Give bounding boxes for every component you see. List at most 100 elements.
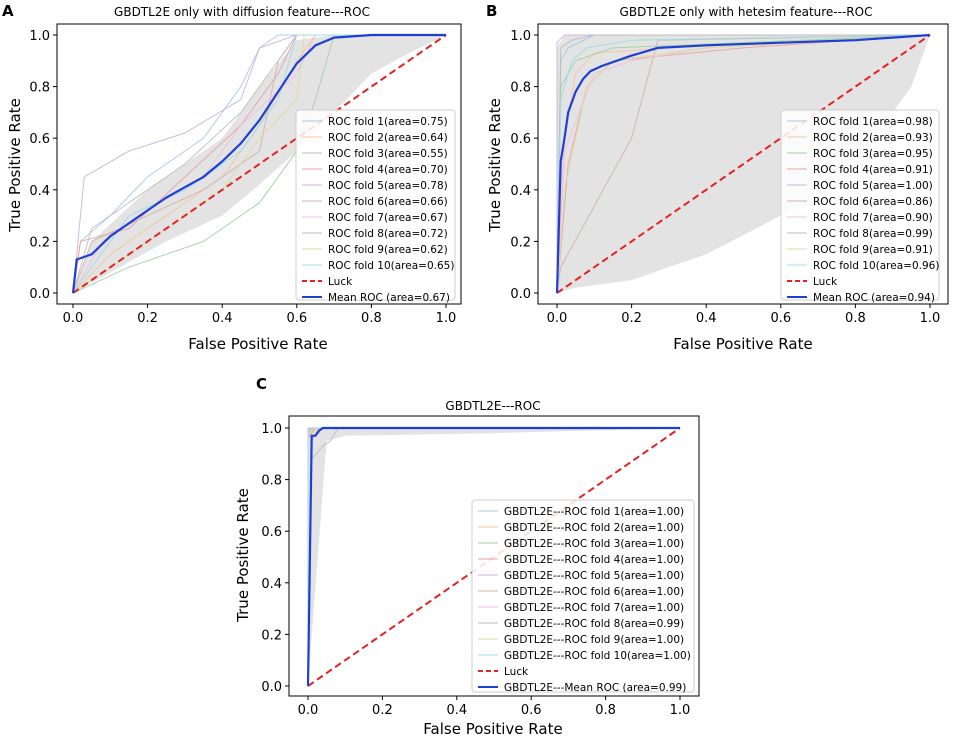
y-tick-label: 0.8 bbox=[510, 81, 531, 96]
legend-entry-label: ROC fold 4(area=0.70) bbox=[328, 164, 448, 176]
legend-entry-label: ROC fold 9(area=0.91) bbox=[813, 244, 933, 256]
x-tick-label: 0.8 bbox=[845, 311, 866, 326]
fold-line-8 bbox=[72, 34, 446, 294]
x-tick-label: 0.8 bbox=[361, 311, 382, 326]
fold-line-5 bbox=[72, 34, 446, 294]
legend-entry-label: GBDTL2E---ROC fold 10(area=1.00) bbox=[504, 650, 691, 662]
y-tick-label: 0.4 bbox=[29, 184, 50, 199]
mean-roc-line bbox=[555, 33, 931, 294]
legend-entry-label: GBDTL2E---ROC fold 8(area=0.99) bbox=[504, 618, 684, 630]
legend-entry-label: ROC fold 8(area=0.72) bbox=[328, 228, 448, 240]
legend-entry-label: ROC fold 8(area=0.99) bbox=[813, 228, 933, 240]
legend: GBDTL2E---ROC fold 1(area=1.00) GBDTL2E--… bbox=[471, 499, 695, 694]
x-tick-label: 0.0 bbox=[298, 703, 319, 718]
y-tick-label: 0.0 bbox=[261, 680, 282, 695]
y-tick-label: 0.4 bbox=[510, 184, 531, 199]
legend-entry-label: ROC fold 3(area=0.55) bbox=[328, 148, 448, 160]
fold-line-3 bbox=[72, 34, 446, 294]
legend-entry-label: GBDTL2E---ROC fold 7(area=1.00) bbox=[504, 602, 684, 614]
plot-frame bbox=[537, 23, 949, 305]
legend-box bbox=[471, 499, 695, 693]
y-tick-label: 0.6 bbox=[510, 132, 531, 147]
x-tick-label: 0.6 bbox=[286, 311, 307, 326]
y-tick-label: 0.6 bbox=[29, 132, 50, 147]
x-tick-label: 0.4 bbox=[446, 703, 467, 718]
legend-entry-label: ROC fold 1(area=0.75) bbox=[328, 116, 448, 128]
x-tick-label: 0.4 bbox=[212, 311, 233, 326]
x-tick-label: 1.0 bbox=[436, 311, 457, 326]
legend: ROC fold 1(area=0.98) ROC fold 2(area=0.9… bbox=[780, 109, 940, 304]
legend-entry-label: ROC fold 9(area=0.62) bbox=[328, 244, 448, 256]
legend-entry-label: GBDTL2E---ROC fold 9(area=1.00) bbox=[504, 634, 684, 646]
legend-entry-label: ROC fold 5(area=1.00) bbox=[813, 180, 933, 192]
panel-letter-b: B bbox=[486, 2, 497, 20]
y-tick-label: 0.4 bbox=[261, 577, 282, 592]
mean-roc-line bbox=[71, 33, 446, 294]
y-tick-label: 0.8 bbox=[261, 474, 282, 489]
plot-frame bbox=[288, 415, 700, 697]
legend-entry-label: GBDTL2E---ROC fold 5(area=1.00) bbox=[504, 570, 684, 582]
legend-entry-label: ROC fold 2(area=0.64) bbox=[328, 132, 448, 144]
y-tick-label: 0.2 bbox=[29, 235, 50, 250]
x-tick-label: 0.6 bbox=[521, 703, 542, 718]
y-tick-label: 0.0 bbox=[29, 287, 50, 302]
panel-c-ylabel: True Positive Rate bbox=[234, 488, 252, 623]
legend-entry-label: ROC fold 6(area=0.66) bbox=[328, 196, 448, 208]
x-tick-label: 0.6 bbox=[770, 311, 791, 326]
y-tick-label: 0.2 bbox=[261, 628, 282, 643]
y-tick-label: 0.6 bbox=[261, 525, 282, 540]
panel-c: C GBDTL2E---ROC False Positive Rate True… bbox=[234, 375, 700, 738]
legend-entry-label: ROC fold 6(area=0.86) bbox=[813, 196, 933, 208]
legend-entry-label: ROC fold 3(area=0.95) bbox=[813, 148, 933, 160]
panel-c-xlabel: False Positive Rate bbox=[423, 720, 562, 738]
legend-entry-label: GBDTL2E---ROC fold 1(area=1.00) bbox=[504, 506, 684, 518]
legend-entry-label: GBDTL2E---ROC fold 3(area=1.00) bbox=[504, 538, 684, 550]
legend-entry-label: ROC fold 1(area=0.98) bbox=[813, 116, 933, 128]
mean-roc-line bbox=[306, 426, 680, 687]
legend-entry-label: GBDTL2E---ROC fold 2(area=1.00) bbox=[504, 522, 684, 534]
panel-letter-a: A bbox=[2, 2, 14, 20]
x-tick-label: 0.4 bbox=[696, 311, 717, 326]
panel-a-xlabel: False Positive Rate bbox=[188, 335, 327, 353]
y-tick-label: 0.0 bbox=[510, 287, 531, 302]
panel-b-xlabel: False Positive Rate bbox=[673, 335, 812, 353]
legend-entry-label: GBDTL2E---Mean ROC (area=0.99) bbox=[504, 682, 686, 694]
legend-entry-label: ROC fold 7(area=0.90) bbox=[813, 212, 933, 224]
fold-line-9 bbox=[556, 34, 931, 294]
x-tick-label: 0.0 bbox=[63, 311, 84, 326]
x-tick-label: 0.2 bbox=[372, 703, 393, 718]
y-tick-label: 1.0 bbox=[510, 29, 531, 44]
legend-box bbox=[295, 109, 456, 301]
legend-entry-label: Luck bbox=[328, 276, 353, 288]
plot-frame bbox=[56, 23, 462, 305]
legend-entry-label: ROC fold 10(area=0.96) bbox=[813, 260, 939, 272]
panel-b-title: GBDTL2E only with hetesim feature---ROC bbox=[620, 5, 873, 19]
panel-a: A GBDTL2E only with diffusion feature---… bbox=[2, 2, 462, 353]
panel-a-ylabel: True Positive Rate bbox=[6, 98, 24, 233]
legend-entry-label: ROC fold 7(area=0.67) bbox=[328, 212, 448, 224]
legend-entry-label: GBDTL2E---ROC fold 4(area=1.00) bbox=[504, 554, 684, 566]
legend-box bbox=[780, 109, 940, 301]
x-tick-label: 1.0 bbox=[670, 703, 691, 718]
legend-entry-label: Mean ROC (area=0.67) bbox=[328, 292, 450, 304]
legend-entry-label: ROC fold 2(area=0.93) bbox=[813, 132, 933, 144]
y-tick-label: 0.8 bbox=[29, 81, 50, 96]
luck-line bbox=[556, 34, 931, 294]
panel-a-title: GBDTL2E only with diffusion feature---RO… bbox=[114, 5, 370, 19]
x-tick-label: 1.0 bbox=[920, 311, 941, 326]
legend-entry-label: GBDTL2E---ROC fold 6(area=1.00) bbox=[504, 586, 684, 598]
legend: ROC fold 1(area=0.75) ROC fold 2(area=0.6… bbox=[295, 109, 456, 304]
fold-line-8 bbox=[556, 34, 930, 294]
panel-b: B GBDTL2E only with hetesim feature---RO… bbox=[486, 2, 949, 353]
luck-line bbox=[72, 34, 447, 294]
legend-entry-label: ROC fold 10(area=0.65) bbox=[328, 260, 454, 272]
panel-b-ylabel: True Positive Rate bbox=[486, 98, 504, 233]
legend-entry-label: ROC fold 4(area=0.91) bbox=[813, 164, 933, 176]
fold-line-10 bbox=[556, 34, 931, 294]
panel-letter-c: C bbox=[256, 375, 267, 393]
legend-entry-label: ROC fold 5(area=0.78) bbox=[328, 180, 448, 192]
x-tick-label: 0.2 bbox=[137, 311, 158, 326]
x-tick-label: 0.2 bbox=[621, 311, 642, 326]
legend-entry-label: Luck bbox=[813, 276, 838, 288]
